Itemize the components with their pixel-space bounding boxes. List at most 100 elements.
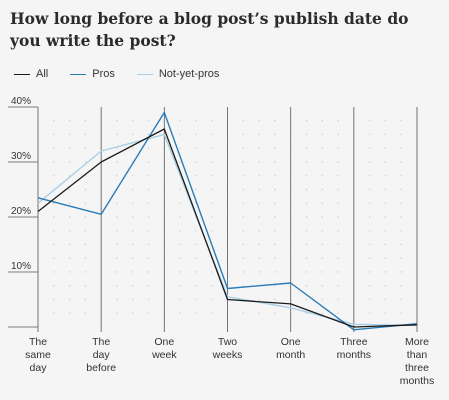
x-tick-label-line: weeks [212,349,243,361]
x-tick-label-line: week [151,349,177,361]
grid-dot [384,147,387,149]
grid-dot [305,243,308,246]
grid-dot [274,133,276,136]
grid-dot [211,188,213,191]
legend-item: All [14,68,48,80]
grid-dot [337,188,339,191]
grid-dot [179,133,181,136]
series-line-pros [37,111,418,331]
grid-dot [68,216,71,218]
grid-dot [258,188,260,191]
grid-dot [147,202,150,204]
grid-dot [132,312,134,314]
grid-dot [337,147,339,149]
grid-dot [179,188,181,191]
grid-dot [147,230,150,232]
x-tick-label-line: More [405,336,429,348]
chart-title: How long before a blog post’s publish da… [10,9,409,50]
grid-dot [337,312,339,314]
grid-dot [68,188,71,191]
grid-dot [53,147,55,149]
grid-dot [68,257,71,259]
grid-dot [147,285,150,287]
grid-dot [321,216,323,218]
grid-dot [179,312,181,314]
grid-dot [274,285,276,287]
grid-dot [242,147,244,149]
grid-dot [179,147,181,149]
grid-dot [116,257,118,259]
grid-dot [147,120,150,122]
grid-dot [53,257,55,259]
grid-dot [147,175,150,177]
y-tick-label: 30% [11,151,31,162]
grid-dot [400,312,402,314]
grid-dot [147,243,150,246]
grid-dot [116,312,118,314]
legend-swatch [70,73,87,75]
grid-dot [368,298,371,301]
grid-dot [242,257,244,259]
x-tick-label-line: One [281,336,301,348]
x-tick-label-line: month [276,349,305,361]
grid-dot [179,120,181,122]
x-tick-label: The same day [25,336,51,374]
grid-dot [179,202,181,204]
grid-dot [258,271,260,273]
grid-dot [132,257,134,259]
grid-dot [321,175,323,177]
x-tick-label-line: day [93,349,111,361]
grid-dot [179,298,181,301]
grid-dot [84,285,87,287]
grid-dot [384,202,387,204]
grid-dot [211,133,213,136]
grid-dot [147,312,150,314]
grid-dot [337,271,339,273]
grid-dot [384,120,387,122]
grid-dot [179,243,181,246]
grid-dot [274,147,276,149]
grid-dot [132,230,134,232]
grid-dot [368,147,371,149]
grid-dot [147,298,150,301]
x-tick-label-line: months [337,349,371,361]
grid-dot [84,202,87,204]
grid-dot [68,243,71,246]
grid-dot [84,271,87,273]
grid-dot [132,120,134,122]
x-tick-label-line: than [407,349,428,361]
grid-dot [211,285,213,287]
grid-dot [321,147,323,149]
grid-dot [274,202,276,204]
grid-dot [53,120,55,122]
grid-dot [368,216,371,218]
grid-dot [305,257,308,259]
grid-dot [147,216,150,218]
grid-dot [132,175,134,177]
grid-dot [132,216,134,218]
grid-dot [53,133,55,136]
grid-dot [84,161,87,163]
x-tick-label-line: Two [218,336,237,348]
grid-dot [147,271,150,273]
grid-dot [258,257,260,259]
grid-dot [274,188,276,191]
grid-dot [68,161,71,163]
grid-dot [384,230,387,232]
series-line-not-yet-pros [37,133,418,327]
legend-label: All [36,68,49,80]
grid-dot [195,312,197,314]
grid-dot [384,175,387,177]
grid-dot [274,271,276,273]
grid-dot [337,202,339,204]
grid-dot [321,285,323,287]
grid-dot [84,312,87,314]
grid-dot [321,298,323,301]
x-tick-label: One month [276,336,305,361]
grid-dot [116,243,118,246]
grid-dot [53,285,55,287]
x-tick-label-line: One [154,336,174,348]
grid-dot [195,285,197,287]
grid-dot [147,188,150,191]
grid-dot [337,257,339,259]
